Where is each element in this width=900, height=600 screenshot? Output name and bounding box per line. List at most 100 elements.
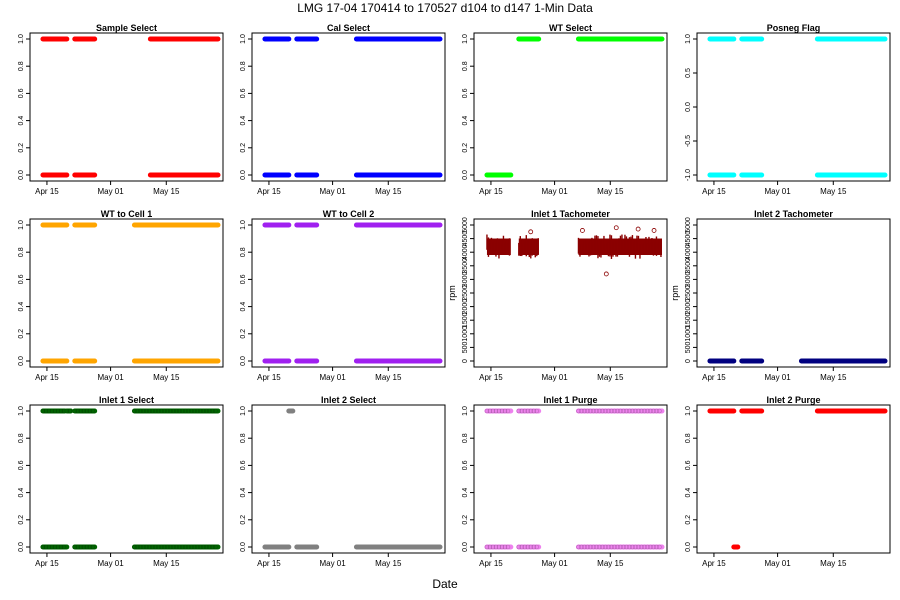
data-point xyxy=(484,544,490,550)
plot-frame xyxy=(696,32,891,182)
data-point xyxy=(132,544,137,550)
data-point xyxy=(159,544,164,550)
y-tick-label: 0.4 xyxy=(240,302,247,312)
data-point xyxy=(621,544,626,550)
x-tick-label: Apr 15 xyxy=(257,559,281,568)
data-point xyxy=(654,544,659,550)
x-tick-label: May 01 xyxy=(97,559,124,568)
y-tick-label: 0.8 xyxy=(462,61,469,71)
y-tick-label: 0.8 xyxy=(462,433,469,443)
data-point xyxy=(204,408,209,414)
y-tick-label: 0.6 xyxy=(462,460,469,470)
y-tick-label: 0.5 xyxy=(685,68,692,78)
plot-frame xyxy=(473,404,668,554)
data-point xyxy=(192,408,197,414)
data-point xyxy=(162,544,167,550)
y-tick-label: 2000 xyxy=(685,299,692,315)
data-point xyxy=(534,408,540,414)
y-tick-label: 0.4 xyxy=(240,488,247,498)
data-point xyxy=(183,544,188,550)
data-point xyxy=(609,544,614,550)
chart-panel: Inlet 1 Select 0.0 0.2 0.4 0.6 0.8 1.0 Apr 15 Ma… xyxy=(18,395,224,568)
data-point xyxy=(81,408,87,414)
data-point xyxy=(528,544,534,550)
y-tick-label: 0.2 xyxy=(462,143,469,153)
data-point xyxy=(174,544,179,550)
data-point xyxy=(588,408,593,414)
y-tick-label: 2000 xyxy=(462,299,469,315)
data-point xyxy=(576,408,581,414)
panel-title: Sample Select xyxy=(96,23,157,33)
x-tick-label: May 01 xyxy=(764,373,791,382)
y-tick-label: 0.6 xyxy=(18,274,25,284)
panel-title: WT to Cell 1 xyxy=(101,209,153,219)
y-tick-label: 500 xyxy=(685,341,692,353)
data-point xyxy=(43,408,49,414)
x-tick-label: May 15 xyxy=(597,187,624,196)
y-tick-label: 0.6 xyxy=(685,460,692,470)
data-point xyxy=(55,408,61,414)
data-point xyxy=(505,544,511,550)
data-point xyxy=(201,408,206,414)
data-point xyxy=(519,408,525,414)
data-point xyxy=(519,544,525,550)
data-point xyxy=(597,544,602,550)
data-point xyxy=(165,544,170,550)
y-tick-label: 2500 xyxy=(462,285,469,301)
x-tick-label: May 01 xyxy=(319,373,346,382)
data-point xyxy=(171,408,176,414)
data-point xyxy=(84,408,90,414)
data-point xyxy=(654,408,659,414)
data-point xyxy=(525,408,531,414)
y-axis-label: rpm xyxy=(447,285,457,301)
y-tick-label: 0.6 xyxy=(240,274,247,284)
data-point xyxy=(67,408,73,414)
y-tick-label: 0 xyxy=(462,359,469,363)
x-tick-label: Apr 15 xyxy=(702,373,726,382)
x-tick-label: May 15 xyxy=(375,559,402,568)
x-tick-label: May 15 xyxy=(820,373,847,382)
data-point xyxy=(496,408,502,414)
data-point xyxy=(192,544,197,550)
outlier-point xyxy=(635,226,641,232)
data-point xyxy=(657,544,662,550)
plot-frame xyxy=(251,404,446,554)
x-tick-label: Apr 15 xyxy=(479,373,503,382)
x-tick-label: Apr 15 xyxy=(35,187,59,196)
data-point xyxy=(591,544,596,550)
x-tick-label: May 01 xyxy=(541,187,568,196)
plot-frame xyxy=(473,32,668,182)
y-tick-label: 1.0 xyxy=(462,34,469,44)
data-point xyxy=(87,544,93,550)
y-tick-label: 0.0 xyxy=(18,542,25,552)
panel-title: Posneg Flag xyxy=(767,23,821,33)
data-point xyxy=(528,408,534,414)
y-tick-label: 0.8 xyxy=(18,247,25,257)
y-tick-label: 0.4 xyxy=(462,116,469,126)
x-tick-label: May 15 xyxy=(820,187,847,196)
x-tick-label: May 15 xyxy=(375,373,402,382)
data-point xyxy=(75,408,81,414)
data-point xyxy=(615,408,620,414)
data-point xyxy=(657,408,662,414)
y-tick-label: 3000 xyxy=(685,272,692,288)
data-point xyxy=(87,408,93,414)
y-tick-label: 0.2 xyxy=(685,515,692,525)
y-tick-label: -0.5 xyxy=(685,135,692,147)
y-tick-label: 0.0 xyxy=(685,542,692,552)
data-point xyxy=(490,544,496,550)
data-point xyxy=(624,544,629,550)
data-point xyxy=(135,408,140,414)
data-point xyxy=(61,544,67,550)
data-point xyxy=(624,408,629,414)
x-tick-label: May 01 xyxy=(541,373,568,382)
y-tick-label: 3500 xyxy=(685,258,692,274)
data-point xyxy=(585,408,590,414)
y-tick-label: 0.0 xyxy=(462,170,469,180)
data-point xyxy=(484,408,490,414)
chart-panel: Inlet 2 Select 0.0 0.2 0.4 0.6 0.8 1.0 Apr 15 Ma… xyxy=(240,395,446,568)
data-point xyxy=(582,544,587,550)
data-point xyxy=(174,408,179,414)
y-tick-label: 2500 xyxy=(685,285,692,301)
